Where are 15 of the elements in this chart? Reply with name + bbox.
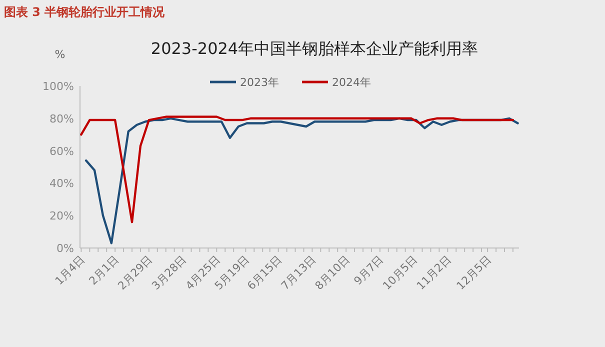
chart-title: 2023-2024年中国半钢胎样本企业产能利用率 [150, 39, 478, 58]
x-tick-label: 12月5日 [454, 252, 494, 293]
legend-label: 2024年 [332, 76, 371, 89]
y-axis-title: % [54, 48, 66, 61]
y-tick-label: 80% [50, 112, 74, 126]
y-tick-label: 40% [50, 177, 74, 190]
line-series [84, 117, 519, 244]
y-tick-label: 100% [42, 80, 74, 93]
line-series [80, 116, 514, 224]
legend-label: 2023年 [240, 76, 279, 89]
y-tick-label: 60% [50, 144, 74, 158]
text: 图表 3 半钢轮胎行业开工情况 [4, 5, 166, 19]
x-tick-label: 1月4日 [52, 252, 88, 288]
y-tick-label: 0% [56, 242, 74, 255]
y-tick-label: 20% [50, 210, 74, 223]
